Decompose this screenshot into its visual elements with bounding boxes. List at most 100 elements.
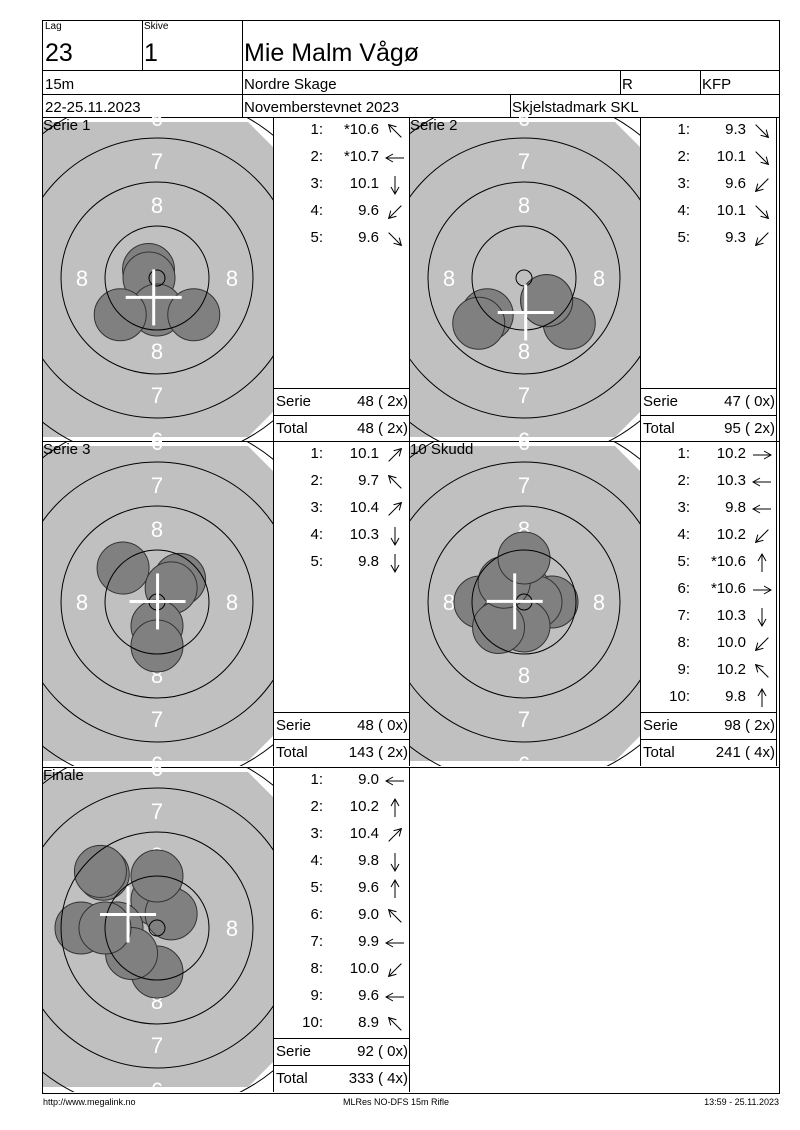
target-ring <box>427 181 621 375</box>
shot-number: 2: <box>677 472 690 489</box>
row-divider <box>42 441 780 442</box>
shot-number: 5: <box>310 229 323 246</box>
ring-label: 7 <box>151 799 163 824</box>
serie-label: Serie <box>276 717 312 734</box>
ring-label: 8 <box>518 663 530 688</box>
direction-arrow-icon <box>388 232 403 247</box>
shot-hole <box>73 844 127 898</box>
shot-row: 5: 9.8 <box>274 549 411 576</box>
shot-number: 1: <box>310 771 323 788</box>
shot-value: 9.6 <box>358 229 379 246</box>
date: 22-25.11.2023 <box>45 99 141 116</box>
direction-arrow-icon <box>754 178 769 193</box>
ring-label: 7 <box>151 149 163 174</box>
date-cell: 22-25.11.2023 <box>42 94 243 118</box>
ring-label: 8 <box>151 193 163 218</box>
direction-arrow-icon <box>751 477 771 487</box>
direction-arrow-icon <box>390 527 400 547</box>
shot-number: 5: <box>677 229 690 246</box>
total-label: Total <box>643 420 675 437</box>
direction-arrow-icon <box>390 878 400 898</box>
direction-arrow-icon <box>754 529 769 544</box>
shot-value: 9.8 <box>725 499 746 516</box>
shot-value: 10.2 <box>716 661 746 678</box>
footer-url[interactable]: http://www.megalink.no <box>43 1097 136 1107</box>
ring-label: 6 <box>151 767 163 781</box>
shot-row: 6: *10.6 <box>641 576 778 603</box>
shot-row: 1: 10.1 <box>274 441 411 468</box>
direction-arrow-icon <box>388 827 403 842</box>
footer-timestamp: 13:59 - 25.11.2023 <box>704 1097 779 1107</box>
direction-arrow-icon <box>384 776 404 786</box>
serie-label: Serie <box>643 393 679 410</box>
shot-row: 4: 10.2 <box>641 522 778 549</box>
skive-cell: Skive 1 <box>142 20 243 71</box>
serie-sum-row: Serie 98 ( 2x) <box>641 712 777 739</box>
direction-arrow-icon <box>755 124 770 139</box>
serie-sum-row: Serie 92 ( 0x) <box>274 1038 410 1065</box>
shot-row: 4: 10.3 <box>274 522 411 549</box>
direction-arrow-icon <box>755 151 770 166</box>
total-value: 333 ( 4x) <box>348 1070 408 1087</box>
direction-arrow-icon <box>751 504 771 514</box>
direction-arrow-icon <box>754 663 769 678</box>
ring-label: 7 <box>151 473 163 498</box>
direction-arrow-icon <box>388 447 403 462</box>
ring-label: 7 <box>518 707 530 732</box>
direction-arrow-icon <box>387 123 402 138</box>
direction-arrow-icon <box>755 205 770 220</box>
distance: 15m <box>45 76 75 93</box>
total-value: 95 ( 2x) <box>724 420 775 437</box>
total-label: Total <box>276 744 308 761</box>
club-cell: Nordre Skage <box>242 70 621 95</box>
shot-number: 3: <box>310 175 323 192</box>
shot-hole <box>472 600 526 654</box>
shot-value: 9.8 <box>358 852 379 869</box>
ring-label: 8 <box>76 590 88 615</box>
shot-number: 2: <box>677 148 690 165</box>
serie-value: 98 ( 2x) <box>724 717 775 734</box>
series-panel: 67768888Finale1:9.02:10.23:10.44:9.85:9.… <box>43 767 410 1092</box>
direction-arrow-icon <box>754 637 769 652</box>
shot-number: 3: <box>310 499 323 516</box>
shot-number: 8: <box>310 960 323 977</box>
shot-row: 9: 10.2 <box>641 657 778 684</box>
shot-row: 4: 9.6 <box>274 198 411 225</box>
shot-row: 4: 9.8 <box>274 848 411 875</box>
shot-number: 2: <box>310 148 323 165</box>
target-ring <box>148 269 166 287</box>
target-ring <box>60 505 254 699</box>
ring-label: 8 <box>151 517 163 542</box>
name-cell: Mie Malm Vågø <box>242 20 780 71</box>
shot-row: 7: 10.3 <box>641 603 778 630</box>
direction-arrow-icon <box>388 501 403 516</box>
shot-row: 2: 10.2 <box>274 794 411 821</box>
ring-label: 8 <box>593 590 605 615</box>
shot-number: 10: <box>302 1014 323 1031</box>
ring-label: 8 <box>226 916 238 941</box>
shot-number: 4: <box>310 526 323 543</box>
serie-value: 48 ( 0x) <box>357 717 408 734</box>
target-ring <box>104 875 210 981</box>
shot-hole <box>520 274 574 328</box>
target-ring <box>43 461 273 743</box>
series-title: Serie 2 <box>410 117 458 134</box>
target-ring <box>471 225 577 331</box>
shot-value: 9.6 <box>358 202 379 219</box>
shot-value: 10.1 <box>716 148 746 165</box>
direction-arrow-icon <box>390 176 400 196</box>
shot-hole <box>96 541 150 595</box>
shot-row: 3: 10.4 <box>274 821 411 848</box>
shot-number: 9: <box>677 661 690 678</box>
shot-value: *10.6 <box>343 121 379 138</box>
event: Novemberstevnet 2023 <box>244 99 400 116</box>
shot-number: 4: <box>677 526 690 543</box>
shot-row: 2: 10.3 <box>641 468 778 495</box>
direction-arrow-icon <box>387 1016 402 1031</box>
direction-arrow-icon <box>754 232 769 247</box>
shot-value: 10.2 <box>349 798 379 815</box>
direction-arrow-icon <box>757 608 767 628</box>
